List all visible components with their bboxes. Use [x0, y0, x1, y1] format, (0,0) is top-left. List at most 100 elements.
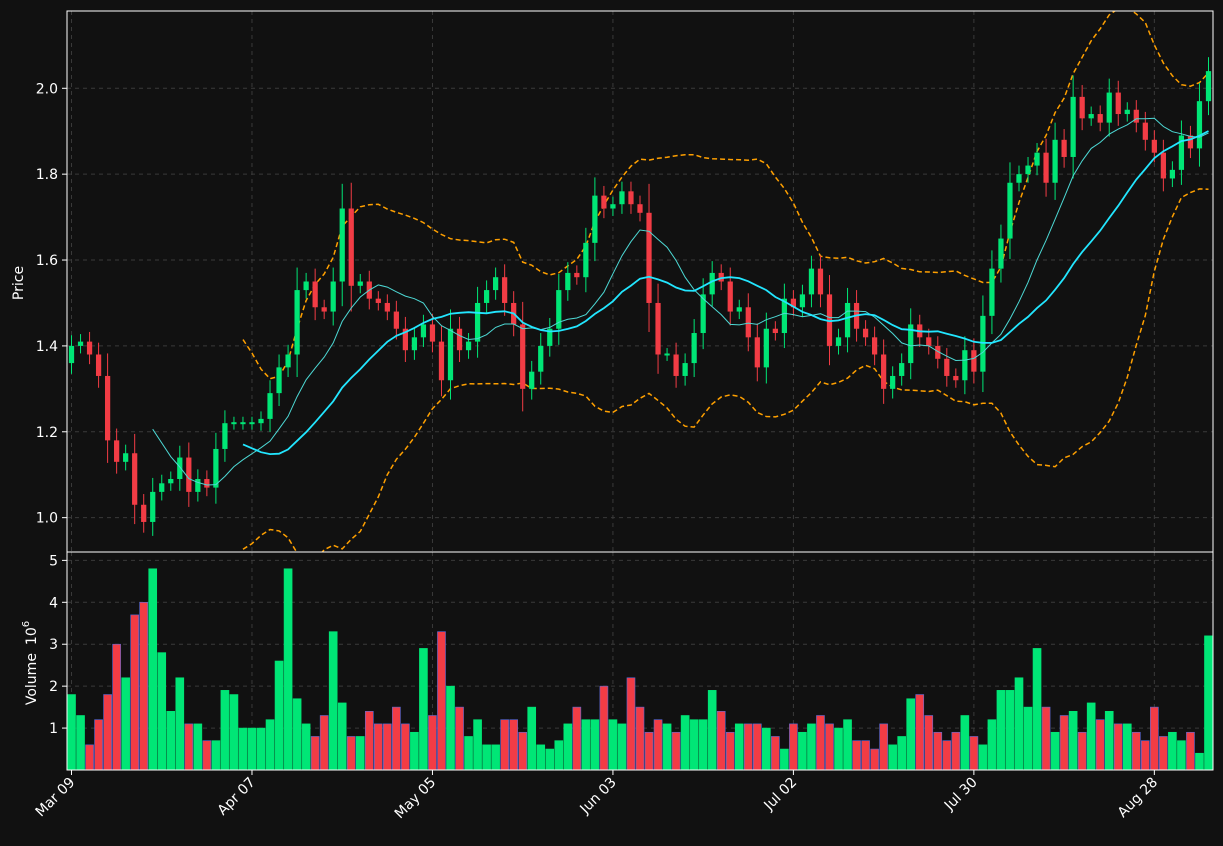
candle-body	[1124, 109, 1130, 115]
candle-body	[826, 294, 833, 346]
candle-body	[195, 479, 201, 492]
volume-bar	[834, 727, 843, 771]
volume-bar	[76, 715, 85, 771]
price-tick-label: 1.0	[36, 511, 58, 527]
volume-bar	[743, 723, 753, 771]
volume-tick-label: 3	[49, 637, 58, 653]
candle-body	[727, 281, 733, 312]
candle-body	[637, 204, 643, 213]
volume-bar	[1168, 731, 1177, 771]
candle-body	[881, 354, 887, 389]
candle-body	[790, 298, 797, 308]
volume-bar	[942, 740, 952, 771]
candle-body	[114, 440, 120, 462]
candle-body	[303, 281, 309, 291]
volume-bar	[852, 740, 861, 771]
volume-bar	[1122, 723, 1132, 771]
volume-bar	[951, 731, 961, 771]
candle-body	[844, 302, 851, 338]
candle-body	[402, 328, 409, 351]
volume-bar	[752, 723, 762, 771]
volume-bar	[536, 744, 546, 771]
volume-bar	[527, 706, 537, 771]
volume-bar	[166, 711, 176, 771]
candle-body	[231, 422, 237, 425]
volume-bar	[419, 648, 428, 771]
volume-bar	[256, 727, 266, 771]
candle-body	[1151, 139, 1157, 153]
candle-body	[1187, 135, 1194, 149]
volume-bar	[1014, 677, 1024, 771]
candle-body	[294, 290, 300, 355]
volume-bar	[220, 690, 230, 771]
volume-bar	[1141, 740, 1150, 771]
candle-body	[1043, 152, 1049, 183]
volume-bar	[653, 719, 663, 771]
volume-bar	[1050, 731, 1060, 771]
volume-tick-label: 5	[49, 553, 58, 569]
volume-bar	[689, 719, 699, 771]
candle-body	[1142, 122, 1148, 140]
volume-bar	[455, 706, 464, 771]
volume-bar	[861, 740, 870, 771]
volume-bar	[401, 723, 410, 771]
volume-bar	[283, 568, 293, 771]
candle-body	[420, 324, 427, 338]
volume-bar	[392, 706, 401, 771]
moving-averages-layer	[152, 117, 1209, 486]
volume-bar	[464, 736, 473, 771]
candle-body	[944, 358, 950, 376]
candle-body	[926, 337, 932, 346]
candle-body	[493, 277, 499, 291]
candle-body	[890, 375, 896, 389]
volume-bar	[148, 568, 158, 771]
candle-body	[1088, 114, 1094, 119]
candle-body	[763, 328, 769, 368]
volume-bar	[410, 731, 419, 771]
candle-body	[628, 191, 634, 205]
volume-bar	[843, 719, 852, 771]
candle-body	[1016, 174, 1022, 183]
volume-bar	[437, 631, 446, 771]
candle-body	[132, 453, 138, 505]
volume-bar	[130, 614, 139, 771]
candle-body	[1133, 109, 1139, 123]
candle-body	[1205, 71, 1212, 102]
candle-body	[1196, 101, 1203, 149]
candle-body	[312, 281, 318, 308]
candle-body	[159, 483, 165, 492]
volume-bar	[1186, 731, 1195, 771]
volume-bar	[762, 727, 771, 771]
volume-axis-label-base: 10	[24, 627, 40, 645]
volume-bar	[924, 715, 934, 771]
candle-body	[799, 294, 806, 308]
volume-bar	[103, 694, 112, 771]
volume-bar	[346, 736, 356, 771]
volume-bar	[590, 719, 600, 771]
volume-bar	[671, 731, 681, 771]
candle-body	[862, 328, 869, 338]
candle-body	[393, 311, 399, 329]
volume-bar	[617, 723, 627, 771]
candle-body	[502, 277, 508, 303]
candle-body	[456, 328, 463, 351]
candle-body	[899, 363, 905, 376]
volume-bar	[933, 731, 943, 771]
volume-bar	[355, 736, 365, 771]
volume-bar	[563, 723, 573, 771]
volume-axis-label: Volume 106	[21, 621, 40, 705]
volume-bar	[825, 723, 834, 771]
candle-body	[935, 345, 941, 359]
volume-bar	[139, 602, 149, 771]
candle-body	[186, 457, 192, 492]
candle-body	[962, 350, 968, 381]
candle-body	[817, 268, 824, 295]
volume-bar	[374, 723, 383, 771]
volume-bar	[121, 677, 130, 771]
candle-body	[447, 328, 454, 381]
candle-body	[871, 337, 878, 355]
candle-body	[781, 298, 787, 334]
volume-bar	[337, 702, 347, 771]
